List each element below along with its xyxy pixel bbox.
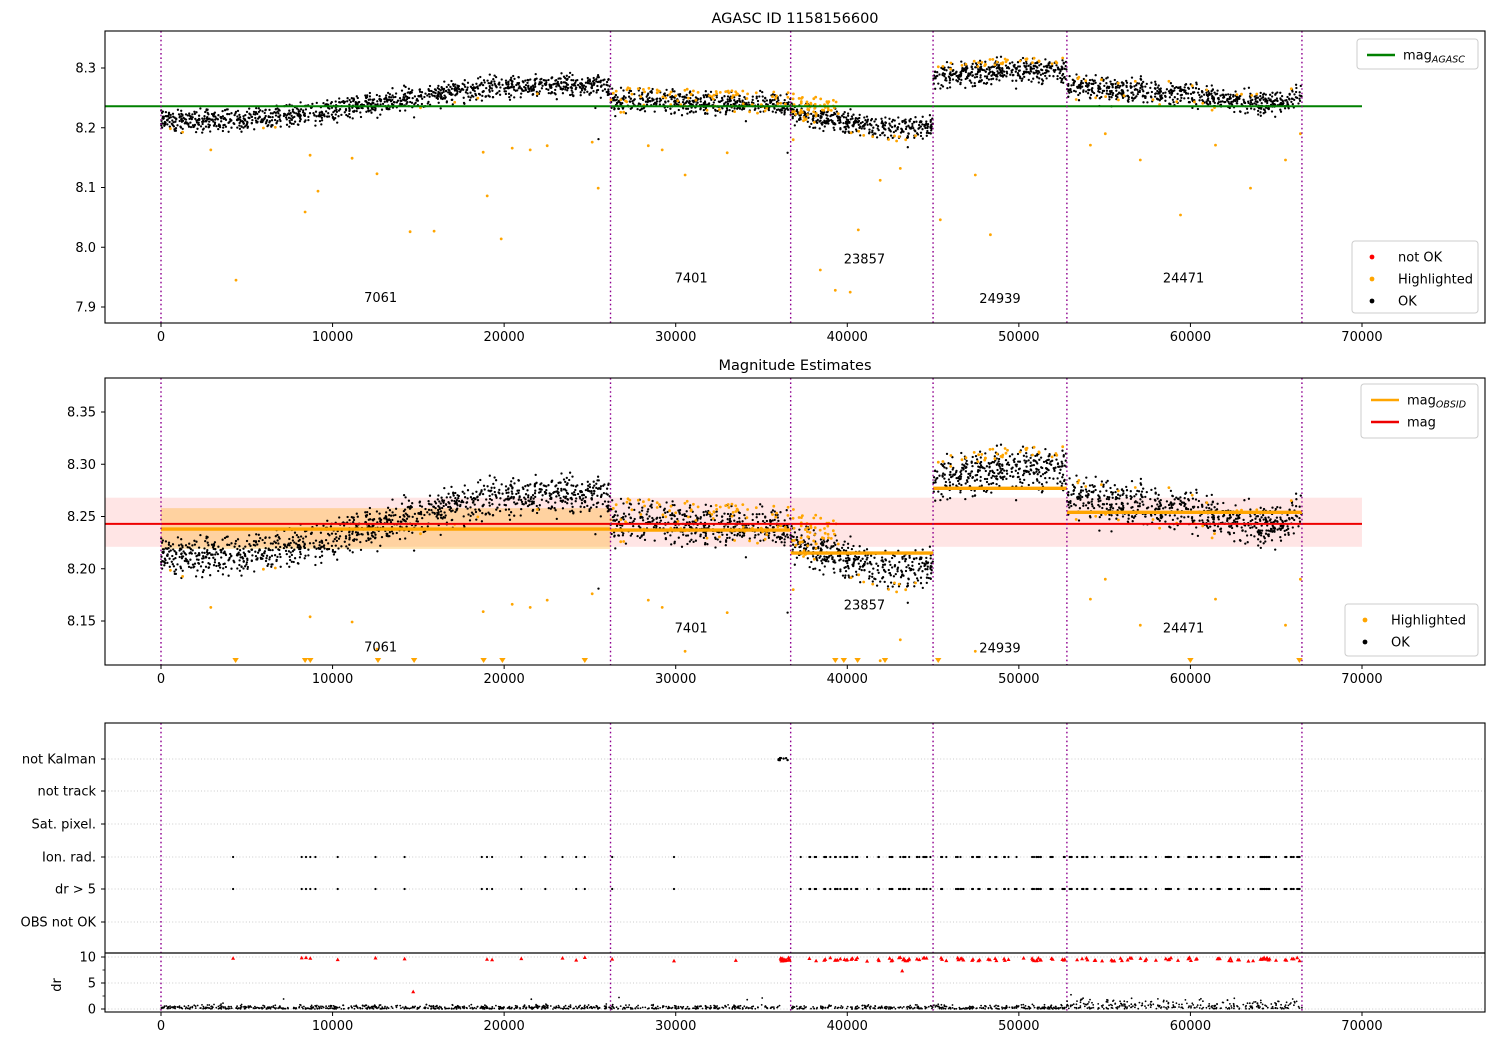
ion-rad-flags [232, 855, 1301, 859]
svg-text:8.2: 8.2 [75, 121, 96, 136]
svg-text:70000: 70000 [1341, 330, 1382, 345]
legend-box [1360, 383, 1479, 439]
svg-text:60000: 60000 [1170, 330, 1211, 345]
scatter-ok [160, 443, 1303, 614]
legend-point-status: Highlighted OK [1344, 603, 1479, 657]
legend-box [1351, 240, 1479, 314]
svg-text:30000: 30000 [655, 330, 696, 345]
obsid-label: 7401 [675, 621, 708, 636]
dr-axis-label: dr [50, 978, 65, 992]
y-axis: 8.358.308.258.208.15 [67, 406, 105, 630]
obsid-labels: 7061 7401 23857 24939 24471 [364, 599, 1204, 657]
legend-label: Highlighted [1398, 273, 1473, 288]
legend-label: Highlighted [1391, 614, 1466, 629]
plot-frame [104, 30, 1486, 324]
flag-category-label: Ion. rad. [42, 851, 96, 866]
clipped-points-triangles [232, 658, 1303, 663]
x-axis: 0 10000 20000 30000 40000 50000 60000 70000 [157, 323, 1383, 345]
flag-category-label: Sat. pixel. [32, 818, 96, 833]
top-magnitude-chart: 0 10000 20000 30000 40000 50000 60000 700008.38… [75, 11, 1486, 345]
dr-not-ok-markers [231, 955, 1302, 994]
svg-text:0: 0 [157, 330, 165, 345]
legend-point-sample [1369, 276, 1375, 282]
gridlines [105, 758, 1485, 1010]
scatter-ok [160, 55, 1303, 154]
obsid-label: 7061 [364, 291, 397, 306]
legend-point-sample [1369, 254, 1375, 260]
flags-dr-chart: 0 10000 20000 30000 40000 50000 60000 70000 not … [21, 722, 1486, 1034]
legend-point-status: not OK Highlighted OK [1351, 240, 1479, 314]
svg-text:7.9: 7.9 [75, 301, 96, 316]
not-kalman-flags [777, 756, 789, 762]
obsid-label: 7401 [675, 272, 708, 287]
flag-category-label: OBS not OK [21, 916, 97, 931]
legend-point-sample [1362, 639, 1368, 645]
legend-mag-agasc: magAGASC [1356, 38, 1479, 70]
legend-label: OK [1398, 295, 1417, 310]
y-axis: 8.3 8.2 8.1 8.0 7.9 [75, 62, 105, 316]
svg-text:50000: 50000 [998, 330, 1039, 345]
obsid-label: 23857 [844, 252, 885, 267]
dr-gt5-flags [232, 887, 1301, 891]
obsid-boundary-lines [160, 31, 1303, 323]
svg-text:10000: 10000 [312, 330, 353, 345]
dr-values [160, 993, 1303, 1010]
plot-frame [104, 722, 1486, 1013]
x-axis: 0 10000 20000 30000 40000 50000 60000 70000 [157, 1012, 1383, 1034]
chart-title: AGASC ID 1158156600 [711, 11, 878, 27]
flag-category-label: not Kalman [22, 753, 96, 768]
obsid-label: 24939 [979, 292, 1020, 307]
flag-category-label: dr > 5 [55, 883, 96, 898]
obsid-boundary-lines [160, 723, 1303, 1012]
plot-frame [104, 377, 1486, 666]
mag-obsid-lines [161, 486, 1302, 555]
svg-text:8.3: 8.3 [75, 62, 96, 77]
legend-point-sample [1369, 298, 1375, 304]
y-axis: not Kalman not track Sat. pixel. Ion. rad. d… [21, 753, 105, 1018]
mid-magnitude-chart: 0 10000 20000 30000 40000 50000 60000 70000 8.35… [67, 358, 1486, 687]
svg-text:20000: 20000 [483, 330, 524, 345]
svg-text:8.0: 8.0 [75, 241, 96, 256]
x-axis: 0 10000 20000 30000 40000 50000 60000 70000 [157, 665, 1383, 687]
chart-title: Magnitude Estimates [718, 358, 871, 374]
scatter-highlighted [169, 445, 1302, 663]
obsid-label: 7061 [364, 640, 397, 655]
obsid-label: 24471 [1163, 621, 1204, 636]
legend-box [1356, 38, 1479, 70]
legend-point-sample [1362, 617, 1368, 623]
obsid-labels: 7061 7401 23857 24939 24471 [364, 252, 1204, 306]
scatter-highlighted [169, 56, 1302, 294]
obsid-label: 23857 [844, 599, 885, 614]
legend-label: not OK [1398, 251, 1443, 266]
svg-text:8.1: 8.1 [75, 181, 96, 196]
legend-label: OK [1391, 636, 1410, 651]
obsid-label: 24471 [1163, 272, 1204, 287]
svg-text:40000: 40000 [827, 330, 868, 345]
flag-category-label: not track [37, 785, 96, 800]
legend-label: mag [1407, 416, 1436, 431]
legend-box [1344, 603, 1479, 657]
obsid-boundary-lines [160, 378, 1303, 665]
obsid-label: 24939 [979, 641, 1020, 656]
